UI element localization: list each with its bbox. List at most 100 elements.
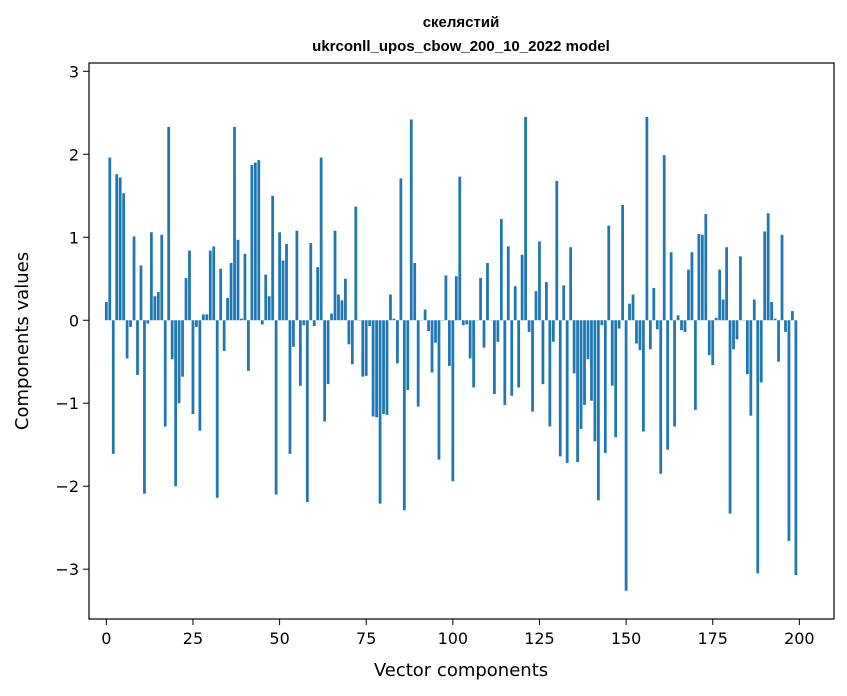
bar-165	[676, 315, 680, 321]
bar-31	[212, 246, 216, 321]
bar-54	[292, 320, 295, 347]
y-tick-label-3: 3	[69, 62, 79, 81]
bar-53	[288, 320, 292, 454]
bar-99	[447, 320, 451, 366]
bar-38	[236, 239, 240, 321]
bar-79	[378, 320, 382, 504]
x-tick-label-125: 125	[524, 629, 555, 648]
bar-51	[281, 260, 285, 321]
bar-130	[555, 180, 559, 321]
bar-115	[503, 320, 507, 405]
bar-1	[108, 157, 112, 321]
bar-120	[520, 254, 524, 321]
bar-40	[243, 253, 247, 321]
bar-19	[170, 320, 174, 360]
bar-24	[188, 250, 191, 321]
bar-162	[666, 320, 670, 450]
bar-143	[600, 320, 604, 326]
bar-148	[617, 320, 621, 329]
bar-98	[444, 275, 448, 321]
bar-76	[368, 320, 372, 327]
bar-50	[278, 232, 281, 321]
bar-90	[416, 320, 420, 407]
bar-123	[531, 320, 534, 412]
bar-87	[406, 320, 410, 390]
bar-187	[752, 299, 756, 321]
y-tick-label--2: −2	[55, 477, 79, 496]
bar-188	[756, 320, 760, 574]
bar-112	[493, 320, 496, 395]
bar-146	[610, 320, 614, 386]
bar-0	[104, 302, 108, 321]
bar-157	[648, 320, 652, 350]
bar-71	[350, 320, 354, 365]
chart-subtitle: ukrconll_upos_cbow_200_10_2022 model	[312, 38, 610, 55]
bar-108	[479, 277, 482, 321]
bar-44	[257, 160, 261, 321]
bar-21	[177, 320, 181, 404]
bar-149	[621, 204, 625, 321]
bar-132	[562, 285, 566, 321]
bar-34	[222, 320, 226, 351]
y-axis-ticks: −3 −2 −1 0 1 2 3	[55, 62, 89, 579]
bar-25	[191, 320, 195, 415]
bar-134	[569, 247, 573, 321]
bar-36	[229, 262, 233, 321]
bar-147	[614, 320, 618, 438]
bar-106	[472, 320, 476, 388]
bar-199	[794, 320, 798, 576]
bar-101	[454, 276, 458, 321]
bar-85	[399, 178, 403, 321]
bar-141	[593, 320, 597, 442]
bar-103	[461, 320, 465, 326]
bar-28	[201, 314, 205, 321]
chart-title: скелястий	[423, 14, 500, 31]
bar-68	[340, 300, 344, 321]
bar-192	[770, 302, 774, 321]
bar-151	[628, 303, 631, 321]
bar-12	[146, 320, 150, 324]
bar-127	[545, 282, 548, 321]
y-tick-label-2: 2	[69, 145, 79, 164]
bar-27	[198, 320, 202, 431]
bar-154	[638, 320, 642, 351]
bar-109	[482, 320, 486, 348]
bar-93	[427, 320, 430, 332]
x-axis-ticks: 0 25 50 75 100 125 150 175 200	[101, 619, 815, 648]
bar-167	[683, 320, 687, 332]
y-tick-label-1: 1	[69, 228, 79, 247]
bar-75	[364, 320, 368, 376]
bar-39	[240, 318, 243, 321]
bar-185	[745, 320, 749, 375]
bar-67	[337, 294, 340, 321]
bar-55	[295, 230, 299, 321]
bar-155	[642, 320, 645, 432]
bar-142	[596, 320, 600, 501]
bar-10	[139, 265, 143, 321]
bar-7	[129, 320, 132, 327]
bar-13	[149, 232, 153, 321]
bar-17	[163, 320, 167, 427]
bar-30	[208, 250, 212, 321]
bar-158	[652, 287, 656, 321]
bar-125	[538, 241, 541, 321]
bar-198	[791, 311, 794, 321]
bar-33	[219, 268, 223, 321]
bar-133	[565, 320, 569, 463]
x-tick-label-25: 25	[183, 629, 203, 648]
bar-137	[579, 320, 583, 429]
bar-81	[385, 320, 389, 415]
bar-72	[354, 206, 358, 321]
bar-166	[680, 320, 683, 331]
bar-66	[333, 230, 337, 321]
bar-69	[344, 278, 347, 321]
bar-105	[468, 320, 472, 359]
bar-171	[697, 233, 701, 321]
bar-122	[527, 320, 531, 332]
bar-173	[704, 214, 708, 321]
bar-92	[423, 309, 427, 321]
bar-129	[551, 320, 555, 342]
y-tick-label-0: 0	[69, 311, 79, 330]
bar-183	[739, 256, 742, 321]
x-tick-label-100: 100	[438, 629, 469, 648]
